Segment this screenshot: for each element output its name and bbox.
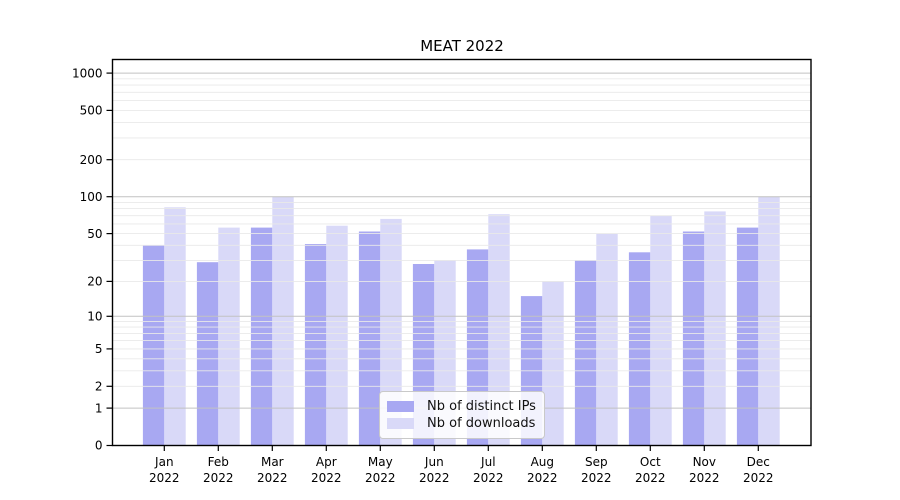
bar	[650, 215, 672, 446]
x-tick-labels: Jan 2022 Feb 2022 Mar 2022 Apr 2022 May 2022 Jun 20…	[149, 455, 774, 485]
bar	[304, 244, 327, 446]
x-tick-label-year: 2022	[689, 471, 720, 485]
x-tick-label-year: 2022	[257, 471, 288, 485]
legend-swatch-downloads	[387, 417, 414, 430]
x-tick-label-year: 2022	[527, 471, 558, 485]
x-tick-label-month: Mar	[261, 455, 284, 469]
legend-label-downloads: Nb of downloads	[427, 416, 536, 431]
x-tick-label-month: Jan	[154, 455, 174, 469]
x-tick-label-year: 2022	[743, 471, 774, 485]
x-tick-label-month: Sep	[585, 455, 608, 469]
bar	[488, 214, 510, 446]
y-tick-labels: 0 1 2 5 10 20 50 100 200 500 1000	[72, 66, 103, 452]
x-tick-label-year: 2022	[581, 471, 612, 485]
legend-label-distinct-ips: Nb of distinct IPs	[427, 399, 536, 414]
x-tick-label-year: 2022	[473, 471, 504, 485]
legend-item-downloads: Nb of downloads	[387, 415, 535, 432]
x-tick-label-month: Dec	[747, 455, 770, 469]
series-downloads	[164, 196, 780, 446]
bar	[358, 231, 381, 446]
y-tick-label: 10	[87, 310, 102, 324]
legend-item-distinct-ips: Nb of distinct IPs	[387, 398, 536, 415]
y-tick-label: 0	[95, 439, 103, 453]
bar	[704, 211, 726, 446]
x-tick-label-month: Apr	[316, 455, 337, 469]
bar	[164, 207, 186, 446]
x-tick-label-month: May	[368, 455, 393, 469]
x-tick-label-month: Aug	[531, 455, 554, 469]
x-tick-label-month: Oct	[640, 455, 661, 469]
plot-border	[111, 58, 812, 447]
bar	[596, 233, 618, 446]
y-tick-label: 200	[80, 153, 103, 167]
minor-gridlines	[112, 78, 811, 387]
y-tick-label: 1000	[72, 66, 103, 80]
bar	[142, 245, 165, 446]
x-axis	[163, 445, 759, 451]
y-tick-label: 50	[87, 227, 102, 241]
x-tick-label-year: 2022	[311, 471, 342, 485]
y-tick-label: 100	[80, 190, 103, 204]
x-tick-label-year: 2022	[365, 471, 396, 485]
y-tick-label: 1	[95, 401, 103, 415]
bar	[380, 218, 402, 446]
x-tick-label-year: 2022	[149, 471, 180, 485]
bar	[682, 231, 705, 446]
chart-title: MEAT 2022	[420, 37, 504, 55]
bar	[218, 227, 240, 446]
bar	[542, 281, 564, 446]
bar	[574, 260, 597, 446]
bar	[250, 227, 273, 446]
bar	[196, 262, 219, 446]
legend-swatch-distinct-ips	[387, 400, 414, 413]
x-tick-label-month: Jun	[424, 455, 444, 469]
x-tick-label-month: Jul	[480, 455, 495, 469]
x-tick-label-year: 2022	[419, 471, 450, 485]
legend-box: Nb of distinct IPs Nb of downloads	[379, 391, 545, 439]
y-axis	[106, 72, 113, 447]
y-tick-label: 500	[80, 104, 103, 118]
y-tick-label: 2	[95, 380, 103, 394]
bar	[736, 227, 759, 446]
y-tick-label: 5	[95, 342, 103, 356]
x-tick-label-month: Feb	[208, 455, 229, 469]
x-tick-label-month: Nov	[693, 455, 716, 469]
bar	[326, 225, 348, 446]
x-tick-label-year: 2022	[635, 471, 666, 485]
y-tick-label: 20	[87, 275, 102, 289]
x-tick-label-year: 2022	[203, 471, 234, 485]
